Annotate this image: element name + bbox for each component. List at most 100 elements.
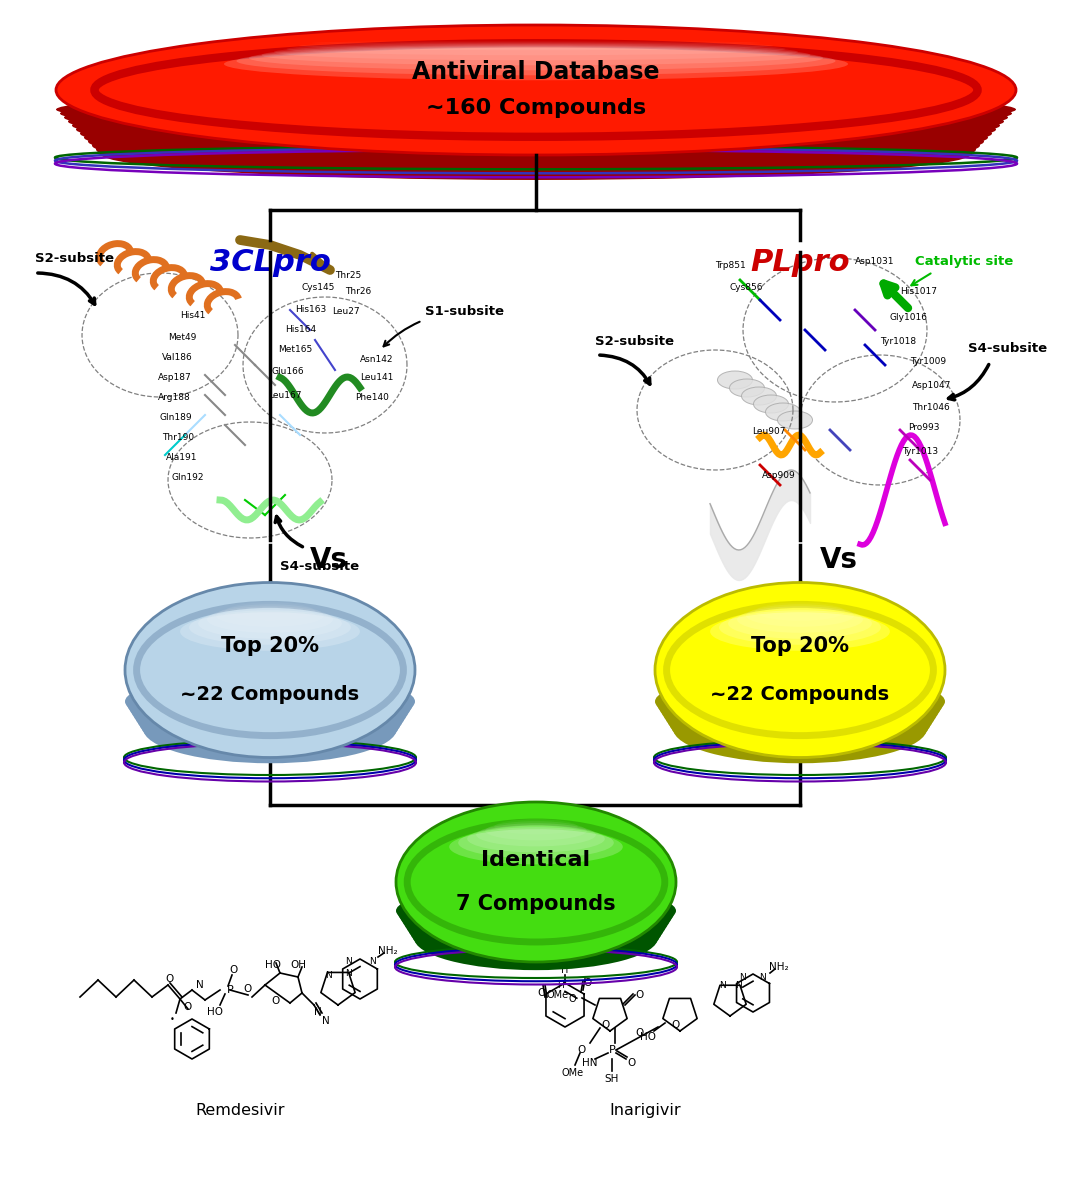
Ellipse shape bbox=[742, 386, 776, 404]
Text: Inarigivir: Inarigivir bbox=[609, 1103, 681, 1118]
Text: Gln189: Gln189 bbox=[160, 414, 193, 422]
Text: Remdesivir: Remdesivir bbox=[195, 1103, 285, 1118]
Ellipse shape bbox=[262, 44, 810, 65]
Text: Asp1047: Asp1047 bbox=[912, 380, 951, 390]
Text: HN: HN bbox=[582, 1058, 598, 1068]
Text: Asp909: Asp909 bbox=[762, 470, 795, 480]
Text: HO: HO bbox=[207, 1007, 223, 1018]
Text: S4-subsite: S4-subsite bbox=[968, 342, 1047, 355]
Text: Top 20%: Top 20% bbox=[221, 636, 319, 655]
Ellipse shape bbox=[126, 676, 413, 733]
Ellipse shape bbox=[237, 47, 835, 76]
Text: Tyr1018: Tyr1018 bbox=[880, 337, 917, 347]
Text: O: O bbox=[243, 984, 252, 994]
Text: Leu141: Leu141 bbox=[360, 373, 393, 383]
Text: N: N bbox=[718, 980, 726, 990]
Text: Ala191: Ala191 bbox=[166, 454, 197, 462]
Ellipse shape bbox=[274, 43, 798, 60]
Ellipse shape bbox=[56, 25, 1016, 155]
Text: Met165: Met165 bbox=[278, 346, 312, 354]
Text: Val186: Val186 bbox=[162, 354, 193, 362]
Ellipse shape bbox=[398, 888, 674, 940]
Text: OMe: OMe bbox=[547, 990, 569, 1000]
Text: N: N bbox=[369, 956, 375, 966]
Text: O: O bbox=[601, 1020, 609, 1030]
Text: His1017: His1017 bbox=[900, 288, 937, 296]
Ellipse shape bbox=[655, 673, 946, 730]
Ellipse shape bbox=[414, 906, 658, 970]
Text: O: O bbox=[636, 1028, 644, 1038]
Text: HO: HO bbox=[265, 960, 281, 970]
Text: Trp851: Trp851 bbox=[715, 260, 746, 270]
Ellipse shape bbox=[408, 899, 664, 959]
Text: Leu907: Leu907 bbox=[751, 427, 786, 437]
Ellipse shape bbox=[404, 894, 668, 952]
Ellipse shape bbox=[402, 892, 670, 948]
Ellipse shape bbox=[217, 605, 324, 626]
Ellipse shape bbox=[207, 606, 333, 632]
Ellipse shape bbox=[659, 678, 941, 737]
Text: Gln192: Gln192 bbox=[172, 474, 205, 482]
Text: Tyr1013: Tyr1013 bbox=[902, 448, 938, 456]
Text: O: O bbox=[184, 1002, 192, 1012]
Text: Cys856: Cys856 bbox=[730, 283, 763, 293]
Text: Identical: Identical bbox=[481, 850, 591, 870]
Text: S4-subsite: S4-subsite bbox=[280, 560, 359, 572]
Text: Arg188: Arg188 bbox=[158, 394, 191, 402]
Text: NH₂: NH₂ bbox=[770, 962, 789, 972]
Text: N: N bbox=[344, 968, 352, 978]
Ellipse shape bbox=[100, 127, 972, 180]
Ellipse shape bbox=[137, 686, 403, 752]
Ellipse shape bbox=[68, 101, 1004, 142]
Text: Phe140: Phe140 bbox=[355, 394, 389, 402]
Ellipse shape bbox=[671, 691, 929, 760]
Text: Thr190: Thr190 bbox=[162, 433, 194, 443]
Text: HO: HO bbox=[640, 1032, 656, 1042]
Text: O: O bbox=[628, 1058, 636, 1068]
Ellipse shape bbox=[142, 691, 399, 760]
Ellipse shape bbox=[655, 582, 946, 757]
Ellipse shape bbox=[467, 826, 605, 852]
Text: Top 20%: Top 20% bbox=[751, 636, 849, 655]
Text: ~22 Compounds: ~22 Compounds bbox=[180, 685, 359, 704]
Ellipse shape bbox=[56, 91, 1016, 127]
Text: Cys145: Cys145 bbox=[302, 283, 336, 293]
Ellipse shape bbox=[662, 683, 937, 744]
Text: N: N bbox=[196, 980, 204, 990]
Text: OH: OH bbox=[291, 960, 306, 970]
Ellipse shape bbox=[76, 108, 996, 151]
Text: SH: SH bbox=[605, 1074, 620, 1084]
Text: Thr25: Thr25 bbox=[334, 270, 361, 280]
Text: N: N bbox=[740, 972, 746, 982]
Text: Asp1031: Asp1031 bbox=[855, 258, 894, 266]
Ellipse shape bbox=[84, 114, 988, 161]
Ellipse shape bbox=[728, 608, 872, 638]
Text: O: O bbox=[537, 988, 546, 998]
Text: H: H bbox=[556, 980, 564, 990]
Ellipse shape bbox=[80, 110, 992, 156]
Ellipse shape bbox=[135, 685, 405, 749]
Ellipse shape bbox=[406, 896, 666, 955]
Text: Gly1016: Gly1016 bbox=[890, 313, 928, 323]
Text: N: N bbox=[325, 971, 331, 979]
Text: 3CLpro: 3CLpro bbox=[209, 248, 330, 277]
Text: N: N bbox=[314, 1007, 322, 1018]
Text: ~160 Compounds: ~160 Compounds bbox=[426, 98, 646, 118]
Text: PLpro: PLpro bbox=[750, 248, 850, 277]
Ellipse shape bbox=[730, 379, 764, 397]
Ellipse shape bbox=[412, 904, 660, 966]
Ellipse shape bbox=[139, 689, 401, 756]
Ellipse shape bbox=[396, 802, 676, 962]
Ellipse shape bbox=[198, 608, 342, 638]
Text: Tyr1009: Tyr1009 bbox=[910, 358, 947, 366]
Ellipse shape bbox=[396, 886, 676, 936]
Ellipse shape bbox=[665, 685, 935, 749]
Ellipse shape bbox=[249, 46, 823, 71]
Ellipse shape bbox=[410, 901, 662, 962]
Text: N: N bbox=[734, 980, 742, 990]
Ellipse shape bbox=[449, 829, 623, 864]
Ellipse shape bbox=[131, 680, 410, 740]
Text: N: N bbox=[322, 1016, 330, 1026]
Ellipse shape bbox=[738, 606, 863, 632]
Ellipse shape bbox=[476, 823, 596, 846]
